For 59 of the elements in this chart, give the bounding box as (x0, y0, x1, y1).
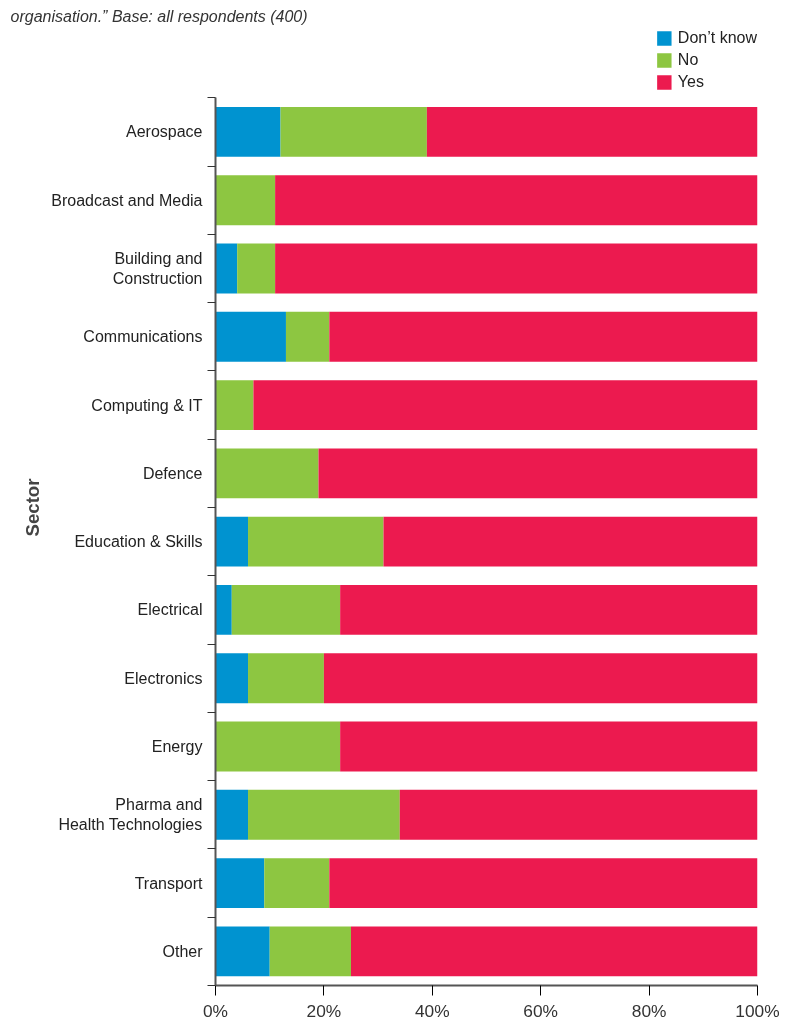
text: organisation.” Base: all respondents (400) (10, 7, 308, 25)
legend-label: Don’t know (677, 29, 757, 47)
bar (215, 653, 249, 704)
bar (318, 448, 758, 499)
y-tick-label: Energy (151, 738, 203, 755)
bar (215, 311, 286, 362)
x-tick-label: 100% (735, 1000, 780, 1021)
y-tick-label: Building and Construction (112, 249, 203, 288)
bar (215, 516, 249, 567)
bar (280, 107, 427, 157)
bar (399, 789, 758, 840)
bar (248, 653, 324, 704)
bar (351, 926, 758, 977)
bar (215, 789, 249, 840)
y-tick-label: Transport (134, 874, 204, 892)
y-tick-label: Computing & IT (91, 396, 203, 414)
y-axis-title: Sector (22, 478, 44, 537)
y-tick-label: Defence (142, 464, 203, 482)
bar (340, 585, 758, 635)
y-tick-label: Aerospace (126, 123, 203, 141)
bar (285, 311, 330, 362)
bar (329, 858, 758, 908)
bar (215, 585, 232, 635)
bar (231, 585, 341, 635)
y-tick-label: Broadcast and Media (51, 191, 203, 209)
bar (275, 243, 758, 294)
bar (264, 858, 330, 908)
bar (275, 175, 758, 226)
bar (215, 107, 281, 157)
bar (323, 653, 758, 704)
bar (215, 380, 254, 430)
y-tick-label: Pharma and Health Technologies (58, 796, 203, 834)
x-tick-label: 60% (523, 1000, 559, 1021)
legend-label: Yes (677, 73, 704, 91)
legend-label: No (677, 51, 699, 69)
bar (340, 721, 758, 772)
y-tick-label: Other (162, 942, 204, 960)
bar (215, 721, 341, 772)
bar (383, 516, 758, 567)
bar (215, 175, 276, 226)
x-tick-label: 80% (631, 1000, 667, 1021)
bar (329, 311, 758, 362)
bar (253, 380, 758, 430)
bar (426, 107, 758, 157)
x-tick-label: 20% (306, 1000, 342, 1021)
bar (248, 516, 384, 567)
x-tick-label: 0% (202, 1000, 229, 1021)
y-tick-label: Electrical (137, 601, 203, 619)
bar (237, 243, 276, 294)
bar (215, 858, 265, 908)
bar (215, 448, 319, 499)
bar (215, 243, 238, 294)
bar (269, 926, 351, 977)
bar (248, 789, 400, 840)
y-tick-label: Electronics (124, 669, 203, 687)
y-tick-label: Education & Skills (74, 533, 203, 551)
x-tick-label: 40% (414, 1000, 450, 1021)
y-tick-label: Communications (83, 328, 203, 346)
bar (215, 926, 270, 977)
